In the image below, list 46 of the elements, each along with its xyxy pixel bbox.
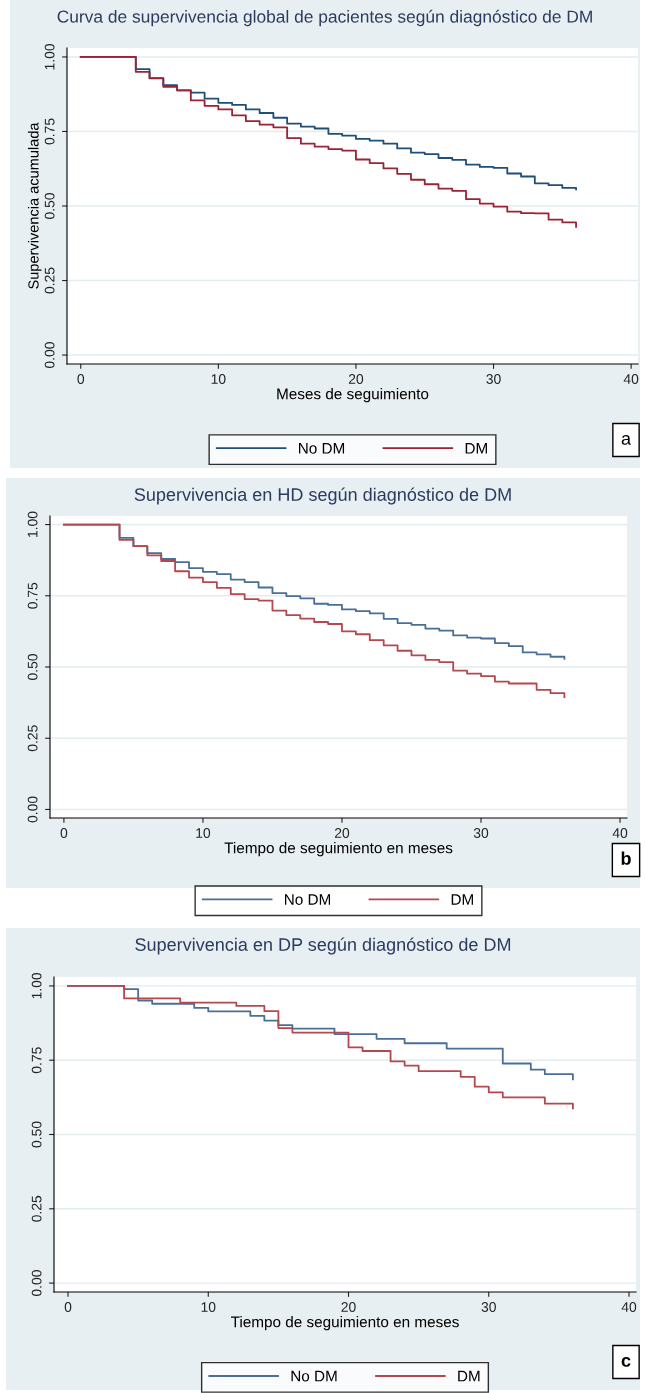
x-tick-label: 30 xyxy=(473,828,489,838)
x-tick-label: 10 xyxy=(211,374,226,384)
x-axis-title: Tiempo de seguimiento en meses xyxy=(224,842,453,857)
x-tick-label: 10 xyxy=(196,828,211,838)
x-tick-label: 20 xyxy=(348,374,364,384)
legend-label: DM xyxy=(451,894,473,905)
y-tick-label: 0.25 xyxy=(27,725,38,752)
text: a xyxy=(621,434,632,445)
x-tick-label: 0 xyxy=(60,828,68,838)
x-tick-label: 0 xyxy=(77,374,85,384)
chart-title: Curva de supervivencia global de pacientes según diagnóstico de DM xyxy=(57,9,592,27)
x-tick-label: 30 xyxy=(481,1302,496,1312)
x-tick-label: 20 xyxy=(334,828,350,838)
y-tick-label: 0.00 xyxy=(27,796,38,823)
y-tick-label: 0.25 xyxy=(44,267,55,294)
x-tick-label: 20 xyxy=(341,1302,356,1312)
y-tick-label: 0.75 xyxy=(27,582,38,609)
y-tick-label: 0.50 xyxy=(27,654,38,680)
y-tick-label: 0.50 xyxy=(31,1121,42,1148)
legend-label: DM xyxy=(465,443,487,454)
x-tick-label: 40 xyxy=(612,828,628,838)
text: c xyxy=(621,1356,631,1367)
y-tick-label: 0.75 xyxy=(44,118,55,145)
y-tick-label: 0.75 xyxy=(31,1047,42,1074)
y-tick-label: 1.00 xyxy=(31,972,42,999)
legend-label: No DM xyxy=(291,1370,337,1382)
text: b xyxy=(621,851,631,865)
x-tick-label: 10 xyxy=(201,1302,216,1312)
x-tick-label: 30 xyxy=(486,374,501,384)
y-tick-label: 0.00 xyxy=(31,1270,42,1297)
x-axis-title: Meses de seguimiento xyxy=(277,388,429,403)
legend-label: No DM xyxy=(299,443,345,454)
legend-label: DM xyxy=(458,1370,480,1382)
y-tick-label: 0.50 xyxy=(44,193,55,219)
y-axis-title: Supervivencia acumulada xyxy=(27,122,42,289)
x-tick-label: 40 xyxy=(621,1302,637,1312)
y-tick-label: 0.00 xyxy=(44,342,55,369)
y-tick-label: 1.00 xyxy=(27,511,38,537)
y-tick-label: 1.00 xyxy=(44,43,55,70)
y-tick-label: 0.25 xyxy=(31,1195,42,1222)
legend-label: No DM xyxy=(285,894,331,905)
chart-title: Supervivencia en HD según diagnóstico de DM xyxy=(134,487,511,505)
x-axis-title: Tiempo de seguimiento en meses xyxy=(231,1316,459,1331)
x-tick-label: 40 xyxy=(623,374,639,384)
chart-title: Supervivencia en DP según diagnóstico de DM xyxy=(135,937,511,955)
x-tick-label: 0 xyxy=(64,1302,72,1312)
